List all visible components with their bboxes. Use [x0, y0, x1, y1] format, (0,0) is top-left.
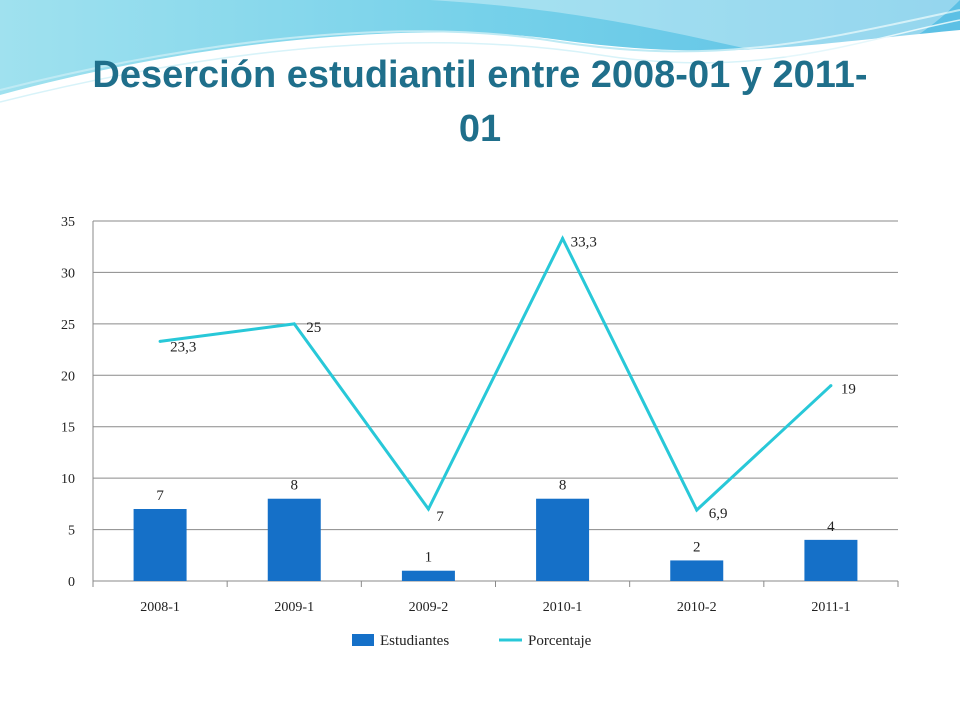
y-tick-label: 5	[68, 524, 75, 539]
bar-data-label: 1	[425, 550, 433, 566]
line-data-label: 6,9	[709, 506, 728, 522]
bar	[267, 498, 321, 581]
series-line-porcentaje	[159, 235, 832, 513]
x-tick-label: 2009-2	[409, 600, 449, 615]
bar	[401, 570, 455, 581]
line-data-label: 25	[306, 320, 321, 336]
line-point	[426, 507, 430, 511]
line-data-label: 7	[436, 509, 444, 525]
line-data-label: 19	[841, 382, 856, 398]
bar	[804, 539, 858, 581]
y-tick-label: 25	[61, 318, 75, 333]
y-tick-label: 30	[61, 266, 75, 281]
bar-data-label: 7	[156, 488, 164, 504]
bar	[133, 509, 187, 581]
y-tick-label: 15	[61, 421, 75, 436]
x-tick-label: 2010-2	[677, 600, 717, 615]
line-point	[561, 236, 565, 240]
line-point	[829, 384, 833, 388]
x-tick-label: 2011-1	[811, 600, 850, 615]
line-point	[158, 339, 162, 343]
bar-data-label: 8	[291, 478, 299, 494]
legend-label-estudiantes: Estudiantes	[380, 633, 449, 649]
bar	[670, 560, 724, 581]
y-tick-label: 0	[68, 575, 75, 590]
page-title: Deserción estudiantil entre 2008-01 y 20…	[92, 54, 868, 150]
header-wave-decoration	[0, 0, 960, 103]
line-data-label: 23,3	[170, 339, 196, 355]
bar-data-label: 4	[827, 519, 835, 535]
y-tick-label: 10	[61, 472, 75, 487]
line-data-label: 33,3	[571, 234, 597, 250]
bar	[536, 498, 590, 581]
x-tick-label: 2009-1	[274, 600, 314, 615]
y-tick-label: 35	[61, 215, 75, 230]
bar-data-label: 8	[559, 478, 567, 494]
x-tick-label: 2008-1	[140, 600, 180, 615]
legend-label-porcentaje: Porcentaje	[528, 633, 592, 649]
line-point	[292, 322, 296, 326]
x-tick-label: 2010-1	[543, 600, 583, 615]
y-tick-label: 20	[61, 369, 75, 384]
legend-swatch-estudiantes	[352, 634, 374, 646]
bar-data-label: 2	[693, 539, 701, 555]
line-point	[695, 508, 699, 512]
